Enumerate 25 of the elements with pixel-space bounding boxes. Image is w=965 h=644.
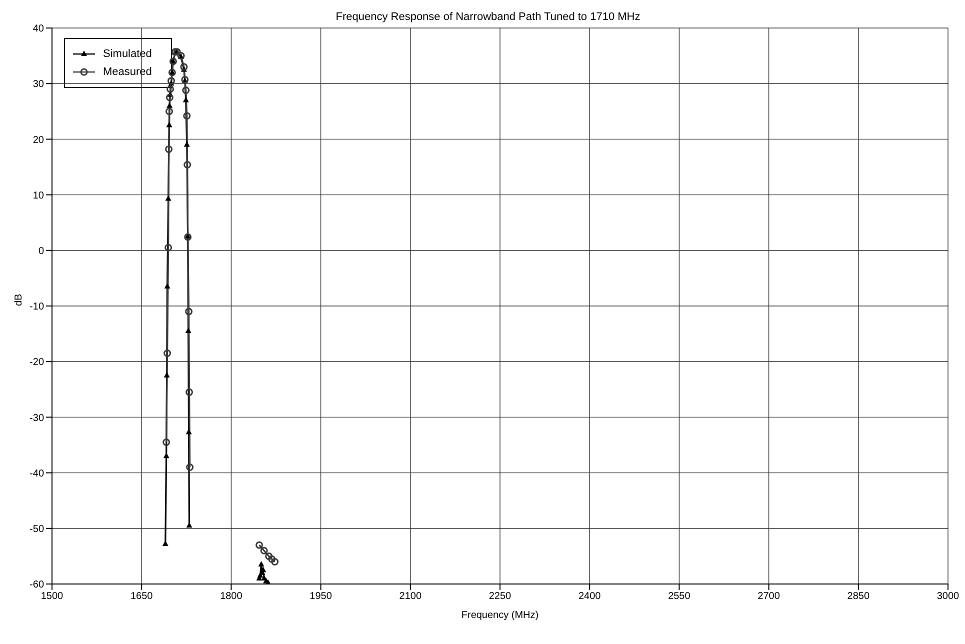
y-axis-title: dB	[14, 293, 25, 306]
x-axis-title: Frequency (MHz)	[461, 610, 539, 621]
y-tick-label: 10	[32, 190, 44, 202]
y-tick-label: -20	[30, 357, 44, 368]
y-tick-label: -50	[30, 524, 44, 535]
x-tick-label: 2100	[399, 591, 422, 602]
x-tick-label: 2700	[758, 591, 780, 602]
x-tick-label: 1800	[220, 591, 243, 602]
x-tick-label: 2400	[578, 591, 602, 602]
y-tick-label: -60	[30, 580, 44, 591]
x-tick-label: 2550	[668, 591, 691, 602]
y-tick-label: -10	[30, 302, 44, 313]
x-tick-label: 2850	[847, 591, 870, 602]
y-tick-label: 30	[32, 79, 44, 90]
x-tick-label: 1650	[130, 591, 154, 602]
y-tick-label: 20	[32, 134, 44, 146]
x-tick-label: 1950	[310, 591, 332, 602]
x-tick-label: 1500	[40, 591, 64, 602]
y-tick-label: -30	[30, 412, 44, 424]
chart-title: Frequency Response of Narrowband Path Tuned to 1710 MHz	[336, 11, 640, 23]
y-tick-label: 40	[32, 24, 44, 35]
x-tick-label: 3000	[936, 591, 960, 602]
y-tick-label: 0	[38, 246, 44, 257]
x-tick-label: 2250	[488, 591, 512, 602]
y-tick-label: -40	[30, 468, 44, 480]
